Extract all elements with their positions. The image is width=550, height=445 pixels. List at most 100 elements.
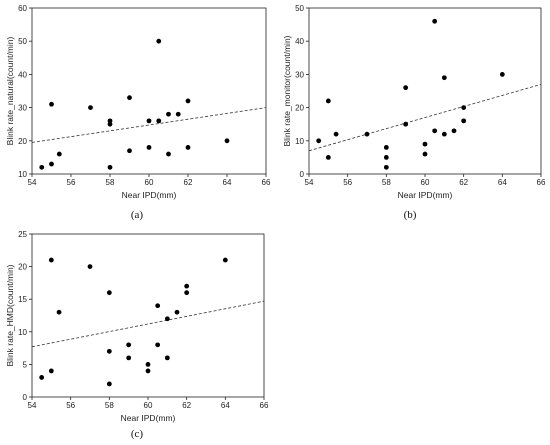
panel-label: (b) [404, 209, 417, 221]
x-tick-label: 54 [28, 178, 37, 187]
x-tick-label: 62 [459, 178, 468, 187]
y-tick-label: 30 [18, 104, 27, 113]
y-tick-label: 50 [295, 4, 304, 13]
data-point [325, 98, 331, 104]
x-tick-label: 62 [182, 401, 191, 410]
data-point [106, 348, 112, 354]
x-tick-label: 58 [106, 178, 115, 187]
x-tick-label: 56 [66, 401, 75, 410]
data-point [156, 38, 162, 44]
data-point [441, 75, 447, 81]
x-axis-label: Near IPD(mm) [121, 413, 176, 423]
data-point [39, 375, 45, 380]
data-point [164, 316, 170, 322]
trend-line [31, 107, 267, 143]
x-tick-label: 66 [537, 178, 546, 187]
y-tick-label: 5 [23, 360, 28, 369]
data-point [106, 381, 112, 387]
x-tick-label: 62 [184, 178, 193, 187]
x-tick-label: 58 [105, 401, 114, 410]
data-point [432, 18, 438, 24]
x-tick-label: 56 [67, 178, 76, 187]
data-point [175, 111, 181, 117]
x-tick-label: 66 [262, 178, 271, 187]
data-point [48, 257, 54, 263]
data-point [107, 164, 113, 170]
data-point [49, 161, 54, 167]
data-point [56, 309, 62, 315]
y-tick-label: 15 [18, 295, 27, 304]
y-tick-label: 10 [18, 328, 27, 337]
x-tick-label: 54 [305, 178, 314, 187]
data-point [146, 118, 152, 124]
x-tick-label: 64 [223, 178, 232, 187]
x-axis-label: Near IPD(mm) [122, 190, 177, 200]
x-tick-label: 64 [221, 401, 230, 410]
data-point [48, 368, 54, 374]
data-point [164, 355, 170, 361]
x-tick-label: 66 [260, 401, 269, 410]
data-point [364, 131, 370, 137]
x-tick-label: 56 [343, 178, 352, 187]
panel-a: 54 56 58 60 62 64 66 10 20 30 40 50 60 Near IPD(mm) Bl… [5, 4, 271, 221]
data-point [126, 355, 132, 361]
data-point [166, 151, 171, 157]
panel-label: (a) [131, 209, 144, 221]
data-point [155, 303, 161, 309]
data-point [383, 164, 389, 170]
x-axis-label: Near IPD(mm) [398, 190, 453, 200]
data-point [126, 342, 132, 348]
data-point [155, 342, 161, 348]
y-tick-label: 10 [18, 170, 27, 179]
panel-b: 54 56 58 60 62 64 66 0 10 20 30 40 50 Near IPD(mm) Bli… [282, 4, 546, 221]
x-tick-label: 60 [144, 401, 153, 410]
data-point [224, 138, 230, 144]
data-point [383, 145, 389, 150]
x-tick-label: 58 [382, 178, 391, 187]
data-point [383, 155, 389, 160]
data-point [127, 148, 132, 154]
data-point [174, 309, 180, 315]
data-point [146, 145, 152, 150]
data-point [222, 257, 228, 263]
data-point [333, 131, 339, 137]
data-point [499, 72, 505, 77]
data-point [39, 164, 45, 170]
x-tick-label: 54 [28, 401, 37, 410]
data-point [461, 105, 467, 110]
plot-frame [308, 7, 542, 175]
y-tick-label: 20 [295, 104, 304, 113]
y-tick-label: 40 [295, 37, 304, 46]
data-point [49, 101, 54, 107]
data-point [325, 155, 331, 160]
y-tick-label: 25 [18, 230, 27, 239]
data-point [127, 95, 132, 101]
data-point [156, 118, 162, 124]
y-tick-label: 20 [18, 137, 27, 146]
trend-line [31, 300, 265, 348]
y-tick-label: 10 [295, 137, 304, 146]
y-axis-label: Blink rate_natural(count/min) [5, 37, 15, 146]
data-point [87, 264, 93, 269]
data-point [451, 128, 457, 134]
data-point [185, 145, 191, 150]
data-point [184, 290, 190, 296]
x-tick-label: 64 [498, 178, 507, 187]
x-tick-label: 60 [421, 178, 430, 187]
data-point [441, 131, 447, 137]
data-point [145, 368, 151, 374]
y-tick-label: 60 [18, 4, 27, 13]
y-tick-label: 30 [295, 70, 304, 79]
data-point [88, 105, 93, 110]
data-point [184, 283, 190, 289]
data-point [107, 118, 113, 124]
data-point [316, 138, 322, 144]
data-point [422, 141, 428, 147]
x-tick-label: 60 [145, 178, 154, 187]
data-point [432, 128, 438, 134]
y-tick-label: 20 [18, 263, 27, 272]
panel-c: 54 56 58 60 62 64 66 0 5 10 15 20 25 Near IPD(mm) Blin… [5, 230, 269, 440]
data-point [403, 121, 409, 127]
